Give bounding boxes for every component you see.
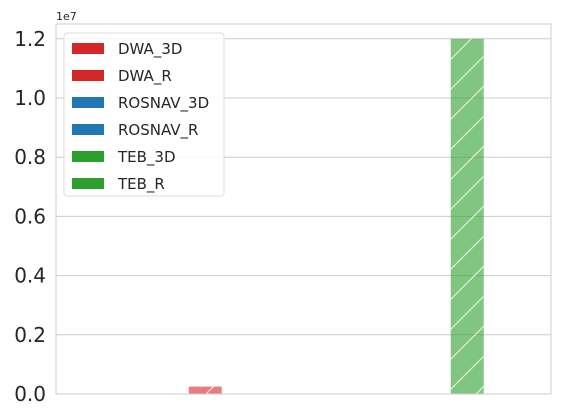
y-tick-label: 0.4 bbox=[14, 264, 46, 288]
legend-label: ROSNAV_R bbox=[118, 121, 198, 140]
legend: DWA_3D DWA_R ROSNAV_3D ROSNAV_R TEB_3D TEB_R bbox=[64, 33, 224, 196]
legend-swatch bbox=[72, 70, 104, 81]
legend-swatch bbox=[72, 151, 104, 162]
bar-hatch bbox=[451, 39, 484, 394]
y-tick-label: 0.8 bbox=[14, 145, 46, 169]
y-tick-label: 0.2 bbox=[14, 323, 46, 347]
bar-hatch bbox=[189, 387, 222, 394]
legend-label: DWA_R bbox=[118, 67, 172, 86]
y-axis-ticks: 0.0 0.2 0.4 0.6 0.8 1.0 1.2 bbox=[14, 27, 46, 406]
legend-label: TEB_R bbox=[117, 175, 165, 194]
y-tick-label: 1.0 bbox=[14, 86, 46, 110]
legend-label: TEB_3D bbox=[117, 148, 176, 167]
y-offset-label: 1e7 bbox=[56, 10, 77, 23]
legend-swatch bbox=[72, 43, 104, 54]
legend-label: ROSNAV_3D bbox=[118, 94, 209, 113]
legend-swatch bbox=[72, 97, 104, 108]
y-tick-label: 0.6 bbox=[14, 204, 46, 228]
legend-swatch bbox=[72, 124, 104, 135]
legend-swatch bbox=[72, 178, 104, 189]
legend-label: DWA_3D bbox=[118, 40, 182, 59]
y-tick-label: 0.0 bbox=[14, 382, 46, 406]
y-tick-label: 1.2 bbox=[14, 27, 46, 51]
